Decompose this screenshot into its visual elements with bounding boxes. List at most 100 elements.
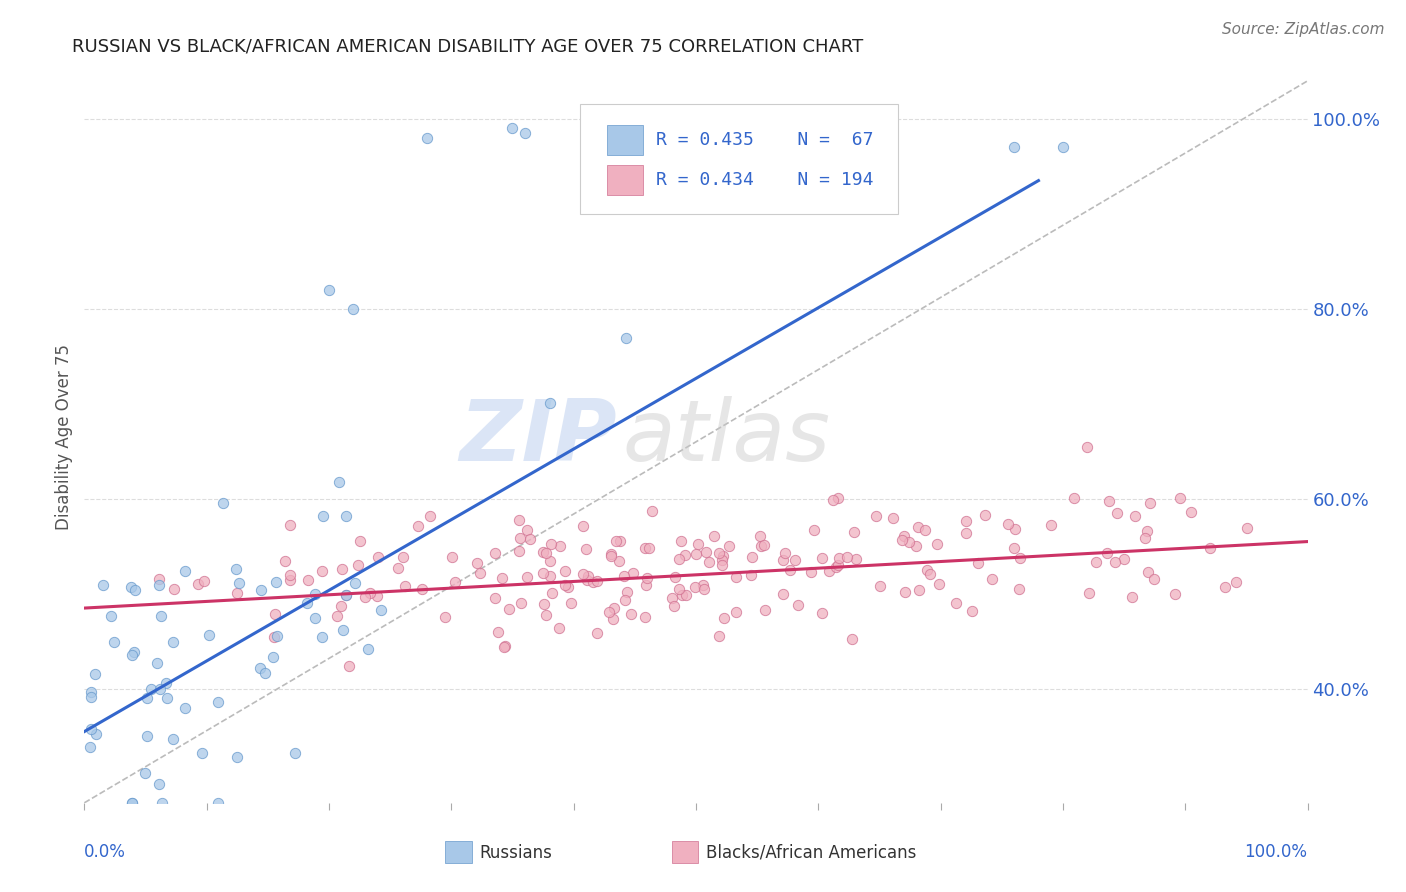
Point	[772, 587, 794, 601]
Point	[827, 558, 849, 572]
Point	[818, 564, 841, 578]
Point	[343, 576, 366, 591]
Point	[318, 283, 340, 297]
Text: 0.0%: 0.0%	[84, 843, 127, 861]
Point	[1139, 496, 1161, 510]
Point	[837, 549, 859, 564]
Point	[80, 690, 103, 704]
Point	[250, 582, 273, 597]
Point	[602, 601, 624, 615]
Point	[668, 582, 690, 597]
Point	[634, 541, 657, 555]
Point	[359, 585, 381, 599]
Point	[193, 574, 215, 588]
Point	[80, 685, 103, 699]
Point	[707, 629, 730, 643]
Point	[636, 571, 658, 585]
Point	[91, 578, 114, 592]
Point	[225, 562, 247, 576]
Point	[311, 630, 333, 644]
Point	[575, 541, 598, 556]
Point	[907, 520, 929, 534]
Point	[787, 598, 810, 612]
Point	[775, 546, 797, 560]
Point	[779, 563, 801, 577]
Point	[148, 776, 170, 790]
Point	[1123, 508, 1146, 523]
Point	[724, 605, 747, 619]
Point	[467, 556, 489, 570]
Point	[150, 796, 173, 810]
Point	[572, 567, 595, 582]
Bar	[606, 125, 644, 155]
Point	[366, 590, 388, 604]
Point	[370, 603, 392, 617]
Point	[1168, 491, 1191, 505]
Point	[914, 523, 936, 537]
Point	[419, 508, 441, 523]
Point	[673, 548, 696, 562]
Point	[609, 533, 631, 548]
Point	[810, 606, 832, 620]
Point	[335, 588, 357, 602]
Point	[508, 512, 530, 526]
Point	[560, 596, 582, 610]
Point	[162, 635, 184, 649]
Point	[304, 610, 326, 624]
Point	[387, 561, 409, 575]
Point	[697, 555, 720, 569]
Point	[124, 582, 146, 597]
Point	[1225, 575, 1247, 590]
Point	[955, 514, 977, 528]
Point	[533, 597, 555, 611]
Point	[508, 544, 530, 558]
Point	[284, 746, 307, 760]
Text: atlas: atlas	[623, 395, 831, 479]
Point	[1078, 586, 1101, 600]
Point	[725, 570, 748, 584]
Point	[605, 533, 627, 548]
Point	[416, 131, 439, 145]
Point	[502, 121, 524, 136]
Point	[280, 573, 302, 587]
Point	[749, 540, 772, 554]
Point	[960, 604, 983, 618]
Point	[908, 582, 931, 597]
Point	[1135, 531, 1157, 545]
Point	[1008, 582, 1031, 597]
Point	[576, 569, 599, 583]
Point	[621, 566, 644, 581]
Point	[669, 534, 692, 549]
Point	[1121, 590, 1143, 604]
Point	[711, 553, 734, 567]
Point	[264, 574, 287, 589]
Point	[928, 576, 950, 591]
Point	[337, 658, 360, 673]
Point	[509, 531, 531, 545]
Point	[163, 582, 186, 596]
Point	[538, 568, 561, 582]
Point	[915, 563, 938, 577]
Point	[297, 573, 319, 587]
Point	[139, 681, 162, 696]
Point	[228, 576, 250, 591]
Point	[226, 750, 249, 764]
Point	[1136, 524, 1159, 539]
Point	[1199, 541, 1222, 555]
Point	[1213, 580, 1236, 594]
Point	[707, 546, 730, 560]
Point	[869, 579, 891, 593]
Point	[100, 608, 122, 623]
Point	[103, 634, 125, 648]
Point	[207, 796, 229, 810]
Point	[754, 538, 776, 552]
Point	[827, 491, 849, 505]
Point	[844, 524, 866, 539]
Point	[1107, 506, 1129, 520]
Point	[675, 588, 697, 602]
Point	[262, 650, 284, 665]
Point	[121, 648, 143, 663]
Point	[703, 529, 725, 543]
Point	[634, 578, 657, 592]
Point	[330, 599, 353, 613]
